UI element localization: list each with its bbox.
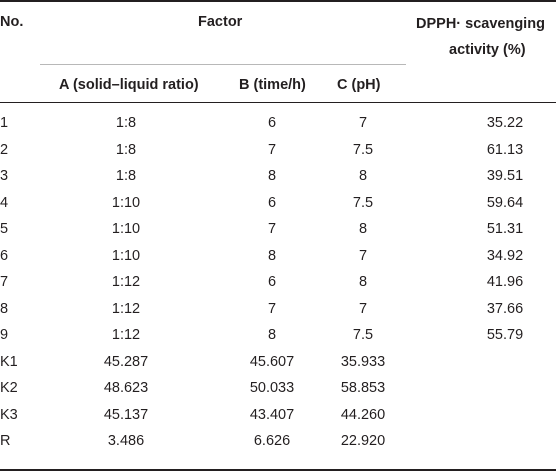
factor-c-cell: 35.933 [340, 354, 386, 370]
factor-c-cell: 22.920 [340, 433, 386, 449]
factor-b-cell: 8 [267, 168, 277, 184]
factor-b-cell: 7 [267, 142, 277, 158]
row-no-cell: 5 [0, 221, 9, 237]
factor-b-cell: 7 [267, 301, 277, 317]
dpph-activity-cell: 39.51 [486, 168, 524, 184]
factor-a-cell: 48.623 [103, 380, 149, 396]
row-no-cell: 7 [0, 274, 9, 290]
factor-c-cell: 8 [358, 168, 368, 184]
factor-b-cell: 6.626 [253, 433, 291, 449]
factor-a-cell: 3.486 [107, 433, 145, 449]
factor-a-cell: 1:8 [115, 168, 137, 184]
factor-a-cell: 1:8 [115, 115, 137, 131]
dpph-activity-cell: 41.96 [486, 274, 524, 290]
factor-c-cell: 44.260 [340, 407, 386, 423]
factor-a-cell: 1:12 [111, 274, 141, 290]
factor-c-cell: 7.5 [352, 195, 374, 211]
row-no-cell: 9 [0, 327, 9, 343]
factor-a-cell: 45.137 [103, 407, 149, 423]
factor-b-cell: 8 [267, 248, 277, 264]
factor-c-cell: 7 [358, 301, 368, 317]
header-c: C (pH) [337, 77, 381, 93]
row-no-cell: 2 [0, 142, 9, 158]
factor-a-cell: 1:12 [111, 327, 141, 343]
factor-c-cell: 8 [358, 221, 368, 237]
factor-c-cell: 7.5 [352, 327, 374, 343]
factor-c-cell: 7.5 [352, 142, 374, 158]
row-no-cell: K3 [0, 407, 18, 423]
factor-a-cell: 1:8 [115, 142, 137, 158]
dpph-activity-cell: 37.66 [486, 301, 524, 317]
dpph-activity-cell: 59.64 [486, 195, 524, 211]
factor-c-cell: 7 [358, 248, 368, 264]
header-no: No. [0, 14, 24, 30]
factor-b-cell: 50.033 [249, 380, 295, 396]
row-no-cell: 3 [0, 168, 9, 184]
row-no-cell: 6 [0, 248, 9, 264]
row-no-cell: R [0, 433, 11, 449]
dpph-activity-cell: 51.31 [486, 221, 524, 237]
factor-b-cell: 8 [267, 327, 277, 343]
factor-b-cell: 43.407 [249, 407, 295, 423]
factor-b-cell: 6 [267, 115, 277, 131]
header-rule [0, 102, 556, 103]
dpph-activity-cell: 61.13 [486, 142, 524, 158]
factor-subrule [40, 64, 406, 65]
factor-a-cell: 1:10 [111, 248, 141, 264]
row-no-cell: K1 [0, 354, 18, 370]
factor-c-cell: 7 [358, 115, 368, 131]
factor-a-cell: 45.287 [103, 354, 149, 370]
factor-c-cell: 58.853 [340, 380, 386, 396]
table-bottom-rule [0, 469, 556, 471]
factor-b-cell: 6 [267, 195, 277, 211]
row-no-cell: 8 [0, 301, 9, 317]
row-no-cell: 1 [0, 115, 9, 131]
table-top-rule [0, 0, 556, 2]
factor-a-cell: 1:10 [111, 195, 141, 211]
dpph-activity-cell: 34.92 [486, 248, 524, 264]
factor-b-cell: 45.607 [249, 354, 295, 370]
header-a: A (solid–liquid ratio) [59, 77, 199, 93]
factor-a-cell: 1:12 [111, 301, 141, 317]
header-dpph-line2: activity (%) [449, 42, 526, 58]
header-dpph-line1: DPPH· scavenging [416, 16, 545, 32]
factor-c-cell: 8 [358, 274, 368, 290]
header-factor: Factor [198, 14, 243, 30]
dpph-activity-cell: 35.22 [486, 115, 524, 131]
row-no-cell: K2 [0, 380, 18, 396]
factor-b-cell: 6 [267, 274, 277, 290]
factor-a-cell: 1:10 [111, 221, 141, 237]
row-no-cell: 4 [0, 195, 9, 211]
factor-b-cell: 7 [267, 221, 277, 237]
dpph-activity-cell: 55.79 [486, 327, 524, 343]
header-b: B (time/h) [239, 77, 306, 93]
